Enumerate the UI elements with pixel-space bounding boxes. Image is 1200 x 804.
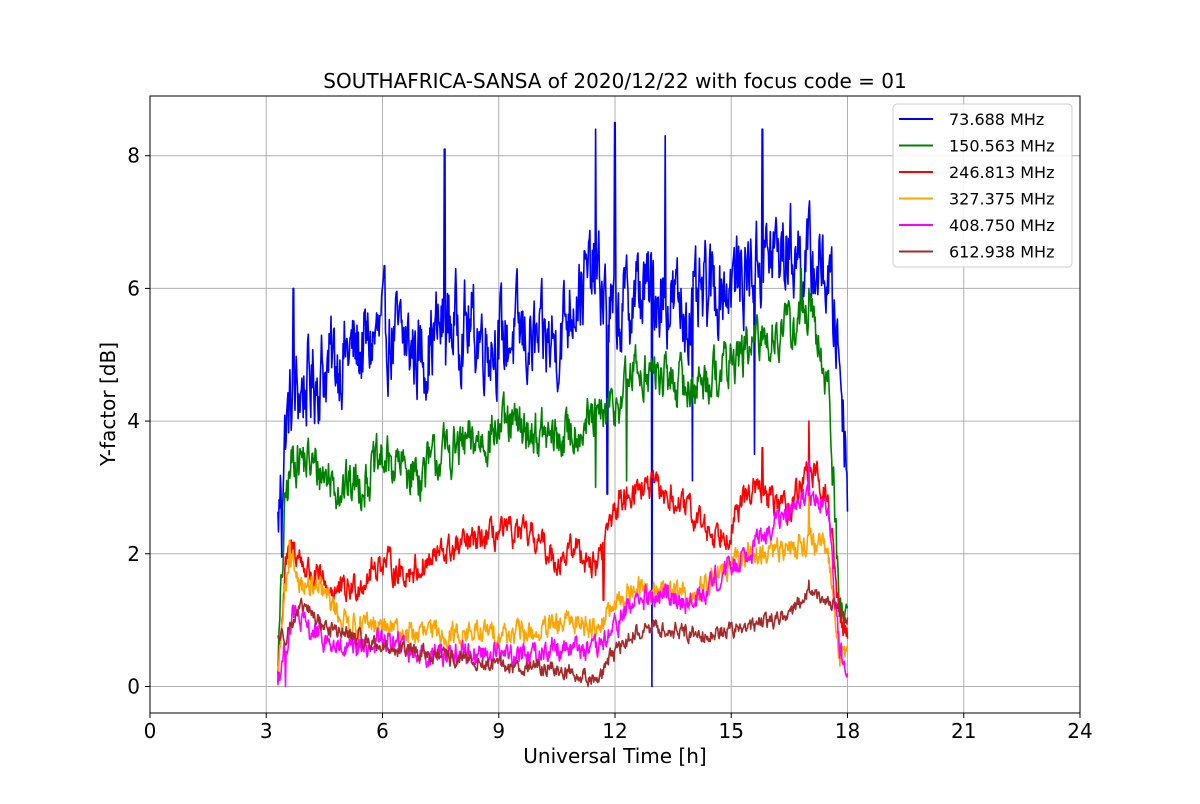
- legend-box: [892, 103, 1073, 268]
- x-tick-label: 21: [951, 719, 976, 743]
- x-tick-label: 18: [835, 719, 860, 743]
- y-tick-label: 2: [127, 542, 140, 566]
- legend-label: 408.750 MHz: [949, 216, 1054, 235]
- x-tick-label: 9: [492, 719, 505, 743]
- series-line-4: [277, 460, 849, 688]
- series-line-0: [277, 121, 849, 688]
- series-line-2: [277, 420, 849, 674]
- legend: 73.688 MHz 150.563 MHz 246.813 MHz 327.375 …: [892, 103, 1073, 268]
- x-tick-label: 12: [602, 719, 627, 743]
- chart-title: SOUTHAFRICA-SANSA of 2020/12/22 with foc…: [323, 69, 907, 93]
- x-tick-label: 24: [1067, 719, 1092, 743]
- legend-label: 73.688 MHz: [949, 110, 1044, 129]
- series-line-1: [277, 267, 849, 683]
- x-tick-label: 6: [376, 719, 389, 743]
- y-tick-label: 4: [127, 409, 140, 433]
- series-line-5: [277, 579, 849, 688]
- legend-label: 246.813 MHz: [949, 163, 1054, 182]
- x-tick-label: 3: [260, 719, 273, 743]
- x-tick-label: 0: [144, 719, 157, 743]
- y-axis-label: Y-factor [dB]: [96, 342, 120, 467]
- y-tick-label: 8: [127, 144, 140, 168]
- y-tick-label: 0: [127, 674, 140, 698]
- series-layer: [277, 121, 849, 688]
- legend-label: 150.563 MHz: [949, 137, 1054, 156]
- x-tick-label: 15: [719, 719, 744, 743]
- x-axis-label: Universal Time [h]: [523, 744, 706, 768]
- legend-label: 612.938 MHz: [949, 243, 1054, 262]
- y-tick-label: 6: [127, 276, 140, 300]
- legend-label: 327.375 MHz: [949, 190, 1054, 209]
